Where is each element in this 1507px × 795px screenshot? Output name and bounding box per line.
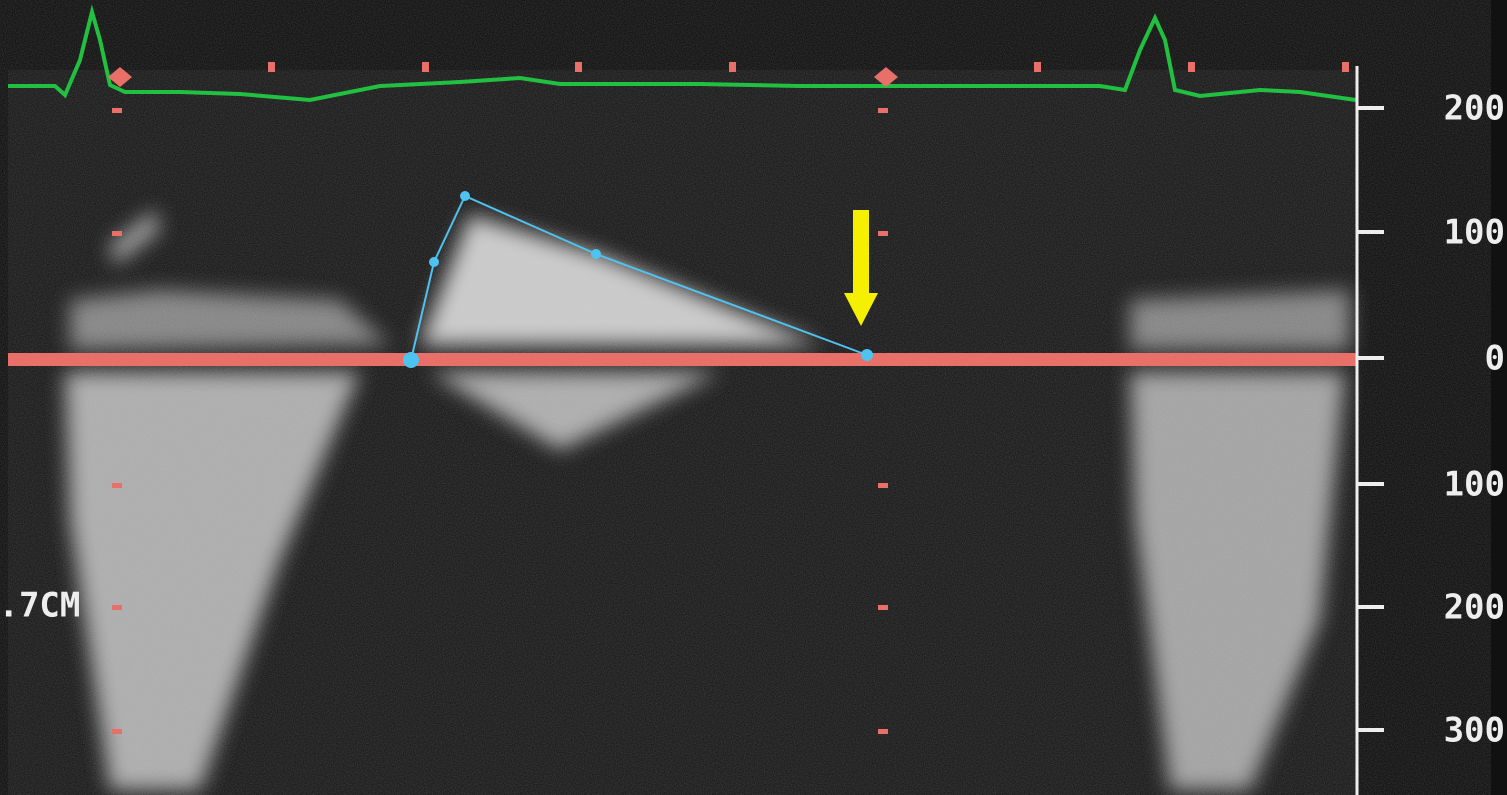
scale-label: 300 — [1444, 711, 1505, 751]
depth-label: 7.7CM — [0, 586, 80, 626]
scale-label: 200 — [1444, 89, 1505, 129]
page: 2001000100200300 7.7CM (() => { const da… — [0, 0, 1507, 795]
doppler-display: 200 100 0 100 200 300 7.7CM — [0, 0, 1507, 795]
scale-label: 100 — [1444, 213, 1505, 253]
scale-label: 0 — [1485, 339, 1505, 379]
scale-label: 100 — [1444, 465, 1505, 505]
baseline — [8, 353, 1356, 366]
scale-label: 200 — [1444, 588, 1505, 628]
